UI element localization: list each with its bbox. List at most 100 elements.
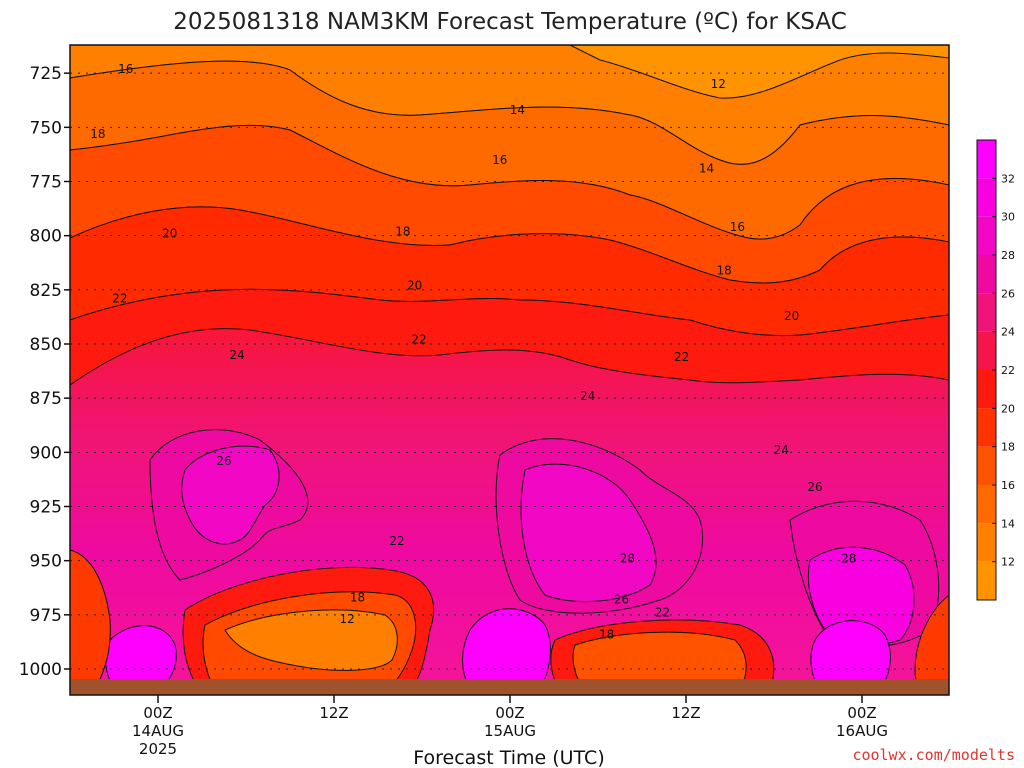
contour-label: 22 <box>411 333 426 347</box>
contour-label-text: 28 <box>620 552 635 566</box>
ground-surface <box>70 679 949 695</box>
colorbar-swatch <box>977 331 996 370</box>
contour-label: 18 <box>90 127 105 141</box>
colorbar-tick-label: 12 <box>1001 556 1015 569</box>
contour-label: 14 <box>699 162 714 176</box>
y-tick-label: 725 <box>30 64 62 84</box>
x-tick-label: 14AUG <box>132 722 184 740</box>
contour-label: 16 <box>118 62 133 76</box>
contour-label: 18 <box>395 224 410 238</box>
band-magenta-right <box>807 546 915 646</box>
contour-label-text: 22 <box>674 350 689 364</box>
contour-label-text: 18 <box>90 127 105 141</box>
contour-label-text: 18 <box>395 224 410 238</box>
y-tick-label: 975 <box>30 606 62 626</box>
x-tick-label: 16AUG <box>836 722 888 740</box>
colorbar-tick-label: 14 <box>1001 517 1015 530</box>
colorbar: 12 14 16 18 20 22 24 26 28 30 32 <box>976 139 1015 601</box>
y-tick-label: 775 <box>30 173 62 193</box>
x-tick-label: 15AUG <box>484 722 536 740</box>
y-tick-label: 875 <box>30 389 62 409</box>
y-tick-label: 950 <box>30 552 62 572</box>
contour-labels: 16 12 14 18 16 14 16 20 18 18 20 22 20 22 24 22 24 24 26 26… <box>90 62 856 641</box>
y-axis: 725 750 775 800 825 850 875 900 925 950 975 1000 <box>19 64 70 680</box>
contour-label: 28 <box>620 552 635 566</box>
colorbar-tick-label: 32 <box>1001 172 1015 185</box>
contour-label: 26 <box>807 480 822 494</box>
y-tick-label: 750 <box>30 118 62 138</box>
colorbar-swatch <box>977 485 996 524</box>
x-tick-label: 2025 <box>139 740 177 758</box>
band-hot-center <box>462 608 551 691</box>
y-tick-label: 925 <box>30 498 62 518</box>
contour-label: 22 <box>112 292 127 306</box>
contour-label-text: 22 <box>411 333 426 347</box>
colorbar-tick-label: 20 <box>1001 402 1015 415</box>
contour-label-text: 20 <box>784 309 799 323</box>
contour-label: 24 <box>774 443 789 457</box>
contour-label-text: 14 <box>510 103 525 117</box>
contour-label-text: 22 <box>389 534 404 548</box>
colorbar-swatch <box>977 446 996 485</box>
contour-label-text: 24 <box>580 389 595 403</box>
credit-link[interactable]: coolwx.com/modelts <box>852 746 1015 764</box>
contour-label: 20 <box>162 227 177 241</box>
y-tick-label: 825 <box>30 281 62 301</box>
contour-label-text: 28 <box>841 552 856 566</box>
band-magenta-center <box>520 463 657 602</box>
y-tick-label: 850 <box>30 335 62 355</box>
contour-label-text: 16 <box>492 153 507 167</box>
contour-label: 20 <box>407 279 422 293</box>
contour-label: 20 <box>784 309 799 323</box>
contour-label-text: 12 <box>340 612 355 626</box>
contour-label-text: 26 <box>807 480 822 494</box>
x-tick-label: 12Z <box>671 704 700 722</box>
contour-label: 12 <box>711 77 726 91</box>
contour-label: 24 <box>580 389 595 403</box>
x-tick-label: 12Z <box>319 704 348 722</box>
y-tick-label: 1000 <box>19 660 62 680</box>
x-tick-label: 00Z <box>143 704 172 722</box>
band-light-orange <box>569 45 949 99</box>
contour-label-text: 22 <box>655 606 670 620</box>
contour-label-text: 24 <box>774 443 789 457</box>
colorbar-tick-label: 16 <box>1001 479 1015 492</box>
contour-label-text: 18 <box>599 627 614 641</box>
contour-label-text: 14 <box>699 162 714 176</box>
colorbar-tick-label: 18 <box>1001 441 1015 454</box>
cold-pool-1-inner <box>224 609 398 671</box>
plot-area: 16 12 14 18 16 14 16 20 18 18 20 22 20 22 24 22 24 24 26 26… <box>70 45 949 695</box>
band-hot-left <box>104 625 177 691</box>
colorbar-swatch <box>977 216 996 255</box>
contour-label-text: 18 <box>350 591 365 605</box>
colorbar-swatch <box>977 370 996 409</box>
cold-pool-2-inner <box>572 631 747 691</box>
band-hot-right <box>810 620 891 691</box>
contour-label-text: 26 <box>614 593 629 607</box>
contour-label: 22 <box>389 534 404 548</box>
colorbar-swatch <box>977 255 996 294</box>
colorbar-swatch <box>977 140 996 179</box>
colorbar-tick-label: 22 <box>1001 364 1015 377</box>
colorbar-tick-label: 28 <box>1001 249 1015 262</box>
band-magenta-left <box>181 445 280 545</box>
contour-label-text: 26 <box>216 454 231 468</box>
band-crimson <box>70 288 949 386</box>
colorbar-swatch <box>977 523 996 562</box>
contour-label-text: 16 <box>118 62 133 76</box>
contour-label: 26 <box>216 454 231 468</box>
colorbar-tick-label: 30 <box>1001 211 1015 224</box>
contour-label: 16 <box>730 220 745 234</box>
contour-label: 22 <box>655 606 670 620</box>
contour-label-text: 12 <box>711 77 726 91</box>
contour-label: 14 <box>510 103 525 117</box>
colorbar-swatch <box>977 561 996 600</box>
contour-label-text: 18 <box>716 263 731 277</box>
contour-label-text: 22 <box>112 292 127 306</box>
colorbar-swatch <box>977 178 996 217</box>
contour-label: 18 <box>716 263 731 277</box>
contour-label: 12 <box>340 612 355 626</box>
x-axis-label: Forecast Time (UTC) <box>413 747 604 768</box>
